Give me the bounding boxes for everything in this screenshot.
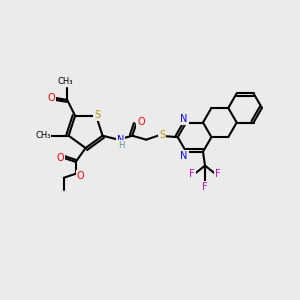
- Text: O: O: [77, 171, 85, 181]
- Text: CH₃: CH₃: [35, 131, 51, 140]
- Text: O: O: [56, 153, 64, 163]
- Text: CH₃: CH₃: [58, 76, 73, 85]
- Text: F: F: [189, 169, 195, 178]
- Text: N: N: [181, 114, 188, 124]
- Text: O: O: [137, 117, 145, 127]
- Text: H: H: [118, 141, 124, 150]
- Text: O: O: [47, 93, 55, 103]
- Text: N: N: [181, 151, 188, 161]
- Text: S: S: [94, 110, 100, 120]
- Text: F: F: [215, 169, 221, 178]
- Text: S: S: [159, 130, 165, 140]
- Text: F: F: [202, 182, 208, 192]
- Text: N: N: [117, 135, 124, 145]
